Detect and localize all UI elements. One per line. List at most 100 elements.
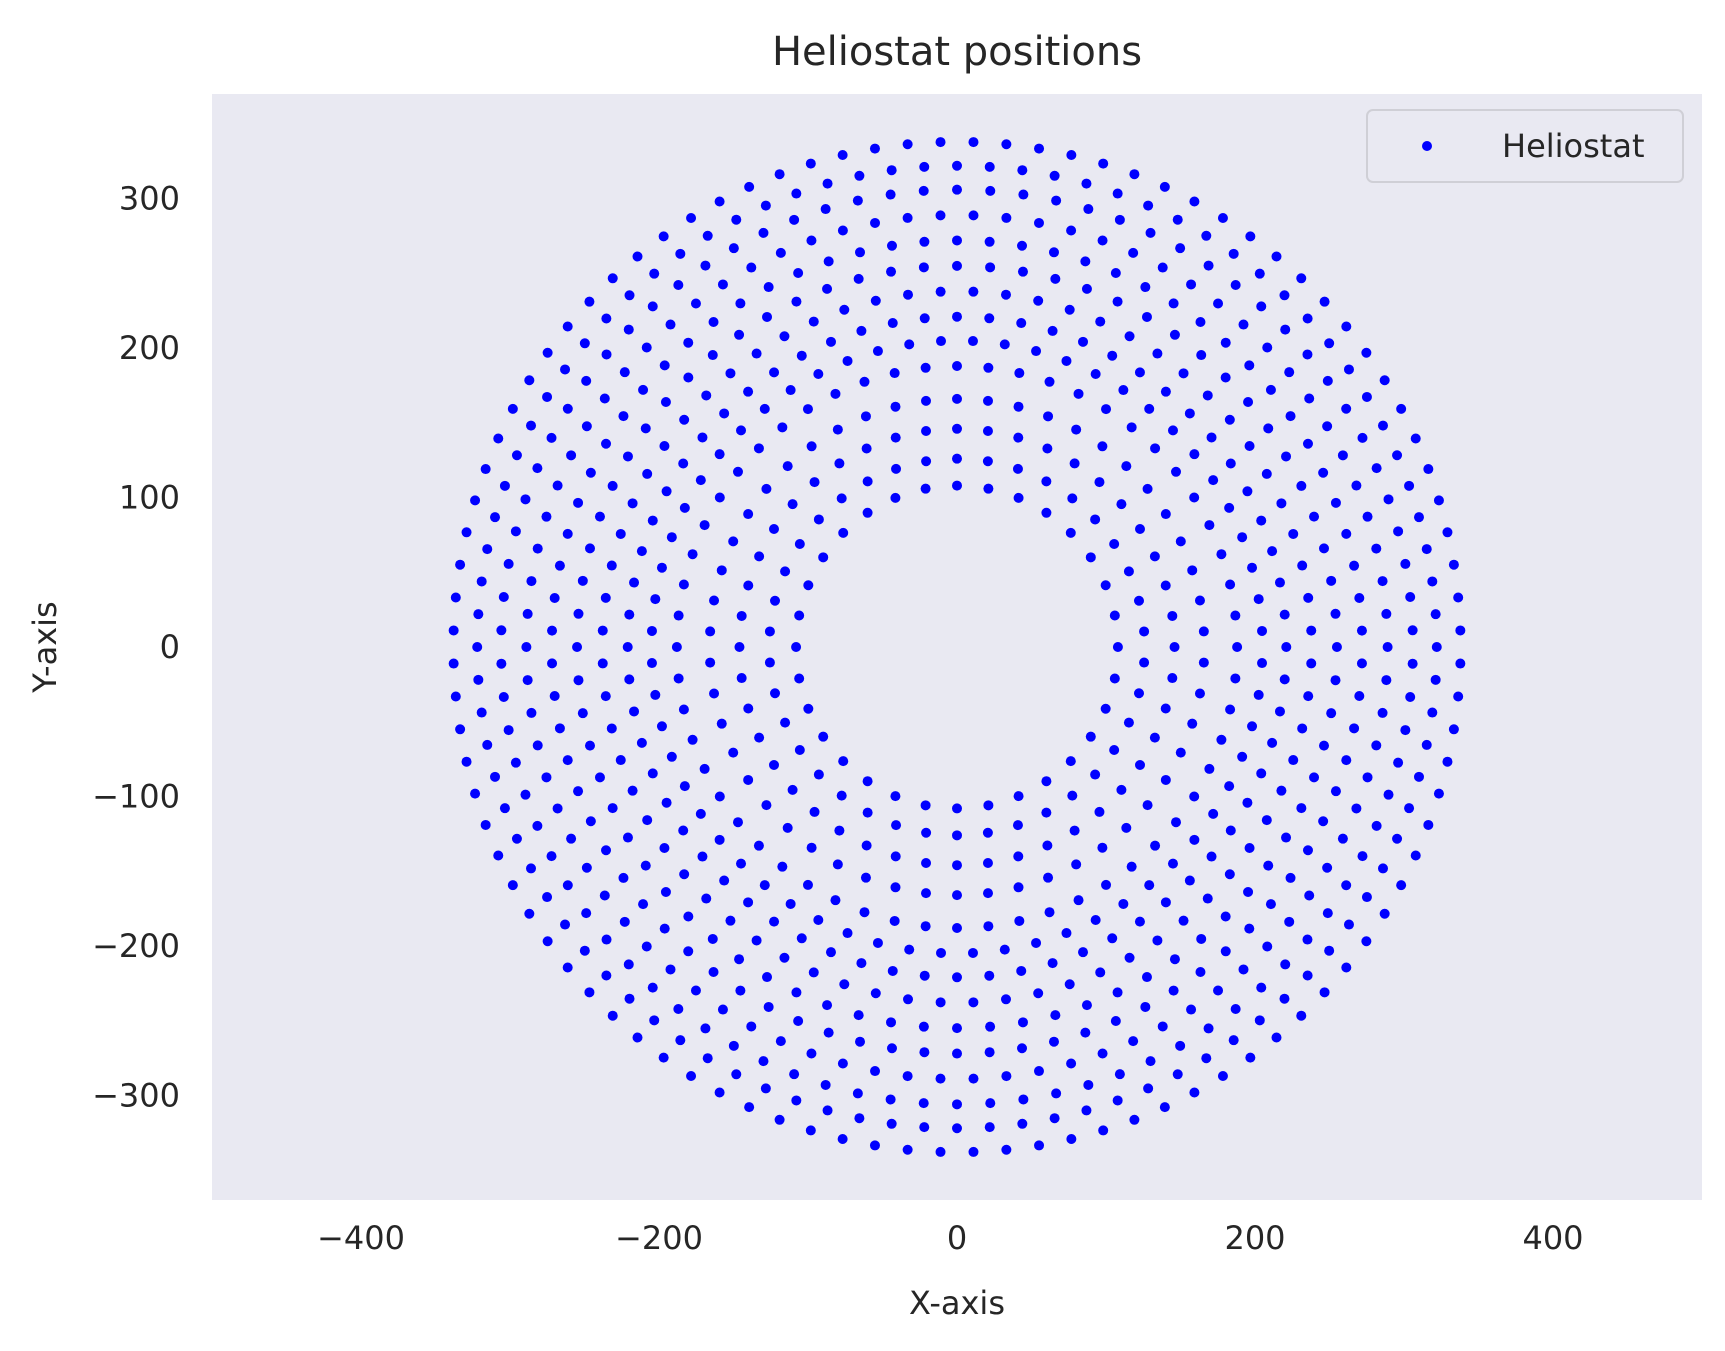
heliostat-point: [1356, 658, 1367, 669]
heliostat-point: [758, 227, 769, 238]
heliostat-point: [461, 527, 472, 538]
heliostat-point: [823, 256, 834, 267]
heliostat-point: [646, 625, 657, 636]
heliostat-point: [1377, 420, 1388, 431]
heliostat-point: [607, 273, 618, 284]
heliostat-point: [1168, 985, 1179, 996]
heliostat-point: [1159, 181, 1170, 192]
x-tick-label: 0: [947, 1219, 967, 1257]
heliostat-point: [1261, 815, 1272, 826]
heliostat-point: [1410, 850, 1421, 861]
heliostat-point: [1067, 493, 1078, 504]
heliostat-point: [1296, 1010, 1307, 1021]
heliostat-point: [968, 137, 979, 148]
heliostat-point: [1168, 298, 1179, 309]
heliostat-point: [683, 372, 694, 383]
heliostat-point: [507, 880, 518, 891]
heliostat-point: [936, 947, 947, 958]
heliostat-point: [511, 833, 522, 844]
heliostat-point: [638, 899, 649, 910]
heliostat-point: [1016, 318, 1027, 329]
heliostat-point: [1309, 772, 1320, 783]
heliostat-point: [920, 362, 931, 373]
heliostat-point: [1279, 290, 1290, 301]
heliostat-point: [764, 657, 775, 668]
heliostat-point: [690, 985, 701, 996]
heliostat-point: [549, 691, 560, 702]
heliostat-point: [751, 348, 762, 359]
heliostat-point: [1256, 515, 1267, 526]
heliostat-point: [470, 788, 481, 799]
heliostat-point: [1284, 916, 1295, 927]
heliostat-point: [1061, 928, 1072, 939]
heliostat-point: [787, 784, 798, 795]
heliostat-point: [1274, 577, 1285, 588]
heliostat-point: [1400, 725, 1411, 736]
heliostat-point: [1080, 1027, 1091, 1038]
heliostat-point: [837, 225, 848, 236]
heliostat-point: [1279, 993, 1290, 1004]
heliostat-point: [1413, 512, 1424, 523]
heliostat-point: [775, 247, 786, 258]
heliostat-point: [834, 458, 845, 469]
heliostat-point: [1254, 268, 1265, 279]
heliostat-point: [470, 495, 481, 506]
heliostat-point: [774, 169, 785, 180]
heliostat-point: [1337, 833, 1348, 844]
heliostat-point: [791, 296, 802, 307]
heliostat-point: [1309, 511, 1320, 522]
heliostat-point: [1304, 393, 1315, 404]
heliostat-point: [822, 1105, 833, 1116]
heliostat-point: [1172, 214, 1183, 225]
heliostat-point: [511, 450, 522, 461]
heliostat-point: [759, 403, 770, 414]
heliostat-point: [584, 543, 595, 554]
heliostat-point: [789, 214, 800, 225]
heliostat-point: [1041, 476, 1052, 487]
heliostat-point: [1331, 642, 1342, 652]
heliostat-point: [1144, 880, 1155, 891]
heliostat-point: [1043, 872, 1054, 883]
heliostat-point: [1274, 706, 1285, 717]
heliostat-point: [822, 178, 833, 189]
heliostat-point: [842, 928, 853, 939]
heliostat-point: [1433, 495, 1444, 506]
heliostat-point: [1326, 575, 1337, 586]
heliostat-point: [1013, 492, 1024, 503]
heliostat-point: [659, 843, 670, 854]
heliostat-point: [647, 515, 658, 526]
heliostat-point: [1341, 880, 1352, 891]
heliostat-point: [830, 895, 841, 906]
heliostat-point: [683, 946, 694, 957]
heliostat-point: [920, 800, 931, 811]
heliostat-point: [1244, 843, 1255, 854]
heliostat-point: [581, 421, 592, 432]
heliostat-point: [1279, 609, 1290, 620]
heliostat-point: [1280, 959, 1291, 970]
heliostat-point: [1133, 595, 1144, 606]
heliostat-point: [573, 786, 584, 797]
heliostat-point: [599, 393, 610, 404]
heliostat-point: [1078, 947, 1089, 958]
heliostat-point: [1256, 301, 1267, 312]
heliostat-point: [968, 1146, 979, 1157]
heliostat-point: [1379, 908, 1390, 919]
heliostat-point: [1094, 477, 1105, 488]
heliostat-point: [1073, 895, 1084, 906]
heliostat-point: [1257, 658, 1268, 669]
heliostat-point: [503, 725, 514, 736]
heliostat-point: [524, 375, 535, 386]
heliostat-point: [1121, 461, 1132, 472]
heliostat-point: [952, 393, 962, 404]
heliostat-point: [1271, 251, 1282, 262]
heliostat-point: [1042, 443, 1053, 454]
heliostat-point: [1000, 994, 1011, 1005]
heliostat-point: [562, 528, 573, 539]
heliostat-point: [1225, 825, 1236, 836]
heliostat-point: [1112, 296, 1123, 307]
heliostat-point: [1135, 759, 1146, 770]
heliostat-point: [1302, 313, 1313, 324]
heliostat-point: [818, 552, 829, 563]
heliostat-point: [839, 304, 850, 315]
heliostat-point: [968, 1073, 979, 1084]
